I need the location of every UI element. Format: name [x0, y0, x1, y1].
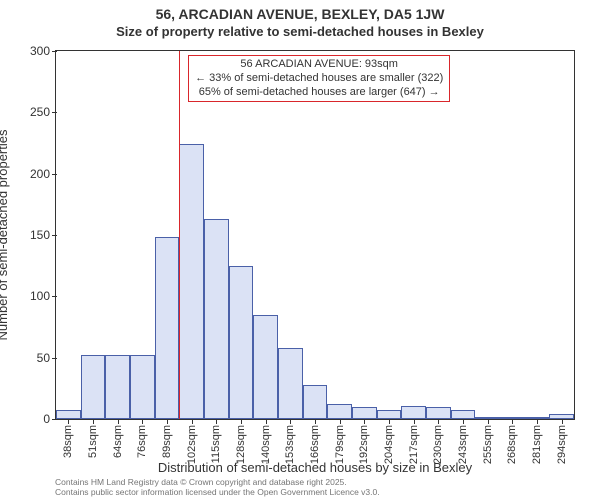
x-tick-label: 89sqm: [161, 425, 173, 458]
bar: [155, 237, 180, 419]
bar: [179, 144, 204, 419]
x-tick-label: 140sqm: [260, 425, 272, 464]
x-tick-mark: [389, 419, 390, 424]
x-tick-label: 230sqm: [432, 425, 444, 464]
y-tick: 200: [10, 167, 56, 181]
x-tick-mark: [512, 419, 513, 424]
x-tick-mark: [414, 419, 415, 424]
bar: [327, 404, 352, 419]
bar: [105, 355, 130, 419]
bar: [377, 410, 402, 419]
x-tick-mark: [537, 419, 538, 424]
bar: [352, 407, 377, 419]
x-tick-label: 102sqm: [186, 425, 198, 464]
x-tick-mark: [562, 419, 563, 424]
x-tick-mark: [142, 419, 143, 424]
x-tick-mark: [315, 419, 316, 424]
x-tick-label: 166sqm: [309, 425, 321, 464]
x-tick-label: 179sqm: [334, 425, 346, 464]
plot-area: 05010015020025030038sqm51sqm64sqm76sqm89…: [55, 50, 575, 420]
x-tick-mark: [216, 419, 217, 424]
annotation-line: ← 33% of semi-detached houses are smalle…: [195, 72, 443, 86]
y-tick: 300: [10, 44, 56, 58]
y-tick: 150: [10, 228, 56, 242]
x-tick-label: 153sqm: [284, 425, 296, 464]
x-tick-label: 64sqm: [112, 425, 124, 458]
bar: [253, 315, 278, 419]
x-tick-mark: [266, 419, 267, 424]
chart-title-line1: 56, ARCADIAN AVENUE, BEXLEY, DA5 1JW: [0, 6, 600, 22]
x-axis-label: Distribution of semi-detached houses by …: [55, 460, 575, 475]
bar: [204, 219, 229, 419]
chart-title-line2: Size of property relative to semi-detach…: [0, 24, 600, 39]
x-tick-label: 51sqm: [87, 425, 99, 458]
x-tick-mark: [93, 419, 94, 424]
bar: [130, 355, 155, 419]
x-tick-mark: [68, 419, 69, 424]
x-tick-mark: [340, 419, 341, 424]
x-tick-mark: [241, 419, 242, 424]
x-tick-label: 294sqm: [556, 425, 568, 464]
annotation-line: 56 ARCADIAN AVENUE: 93sqm: [195, 58, 443, 72]
x-tick-label: 217sqm: [408, 425, 420, 464]
x-tick-label: 76sqm: [136, 425, 148, 458]
x-tick-label: 268sqm: [506, 425, 518, 464]
x-tick-label: 192sqm: [358, 425, 370, 464]
x-tick-mark: [364, 419, 365, 424]
x-tick-label: 281sqm: [531, 425, 543, 464]
bar: [81, 355, 106, 419]
bar: [401, 406, 426, 419]
x-tick-label: 128sqm: [235, 425, 247, 464]
y-tick: 0: [10, 412, 56, 426]
annotation-box: 56 ARCADIAN AVENUE: 93sqm← 33% of semi-d…: [188, 55, 450, 102]
x-tick-label: 115sqm: [210, 425, 222, 463]
x-tick-mark: [290, 419, 291, 424]
chart-container: 56, ARCADIAN AVENUE, BEXLEY, DA5 1JW Siz…: [0, 0, 600, 500]
bar: [56, 410, 81, 419]
bar: [303, 385, 328, 419]
bar: [278, 348, 303, 419]
x-tick-label: 38sqm: [62, 425, 74, 458]
y-tick: 50: [10, 351, 56, 365]
annotation-line: 65% of semi-detached houses are larger (…: [195, 86, 443, 100]
x-tick-mark: [167, 419, 168, 424]
y-tick: 250: [10, 105, 56, 119]
x-tick-label: 255sqm: [482, 425, 494, 464]
bar: [229, 266, 254, 419]
footer-attribution: Contains HM Land Registry data © Crown c…: [55, 478, 575, 498]
bar: [451, 410, 476, 419]
footer-line2: Contains public sector information licen…: [55, 488, 575, 498]
x-tick-mark: [438, 419, 439, 424]
bar: [426, 407, 451, 419]
x-tick-label: 204sqm: [383, 425, 395, 464]
x-tick-mark: [488, 419, 489, 424]
x-tick-mark: [118, 419, 119, 424]
x-tick-mark: [463, 419, 464, 424]
x-tick-mark: [192, 419, 193, 424]
x-tick-label: 243sqm: [457, 425, 469, 464]
reference-line: [179, 51, 180, 419]
y-tick: 100: [10, 289, 56, 303]
